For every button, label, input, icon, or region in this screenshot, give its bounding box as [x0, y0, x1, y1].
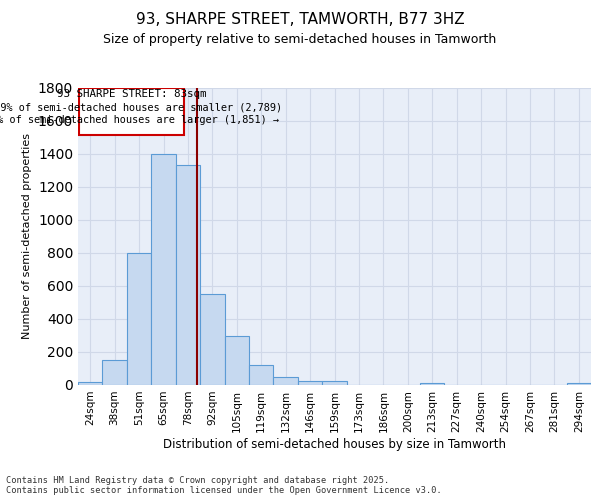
Text: Size of property relative to semi-detached houses in Tamworth: Size of property relative to semi-detach…: [103, 32, 497, 46]
FancyBboxPatch shape: [79, 88, 184, 136]
Bar: [176, 165, 200, 385]
Bar: [200, 294, 224, 385]
Bar: [151, 154, 176, 385]
Text: 39% of semi-detached houses are larger (1,851) →: 39% of semi-detached houses are larger (…: [0, 115, 279, 125]
Bar: [224, 336, 249, 385]
X-axis label: Distribution of semi-detached houses by size in Tamworth: Distribution of semi-detached houses by …: [163, 438, 506, 450]
Bar: [322, 381, 347, 385]
Bar: [127, 253, 151, 385]
Y-axis label: Number of semi-detached properties: Number of semi-detached properties: [22, 133, 32, 339]
Bar: [249, 365, 274, 385]
Bar: [420, 384, 445, 385]
Bar: [274, 376, 298, 385]
Text: 93, SHARPE STREET, TAMWORTH, B77 3HZ: 93, SHARPE STREET, TAMWORTH, B77 3HZ: [136, 12, 464, 28]
Text: 93 SHARPE STREET: 83sqm: 93 SHARPE STREET: 83sqm: [57, 89, 206, 99]
Text: Contains HM Land Registry data © Crown copyright and database right 2025.
Contai: Contains HM Land Registry data © Crown c…: [6, 476, 442, 495]
Text: ← 59% of semi-detached houses are smaller (2,789): ← 59% of semi-detached houses are smalle…: [0, 102, 282, 113]
Bar: [78, 382, 103, 385]
Bar: [566, 384, 591, 385]
Bar: [103, 360, 127, 385]
Bar: [298, 381, 322, 385]
